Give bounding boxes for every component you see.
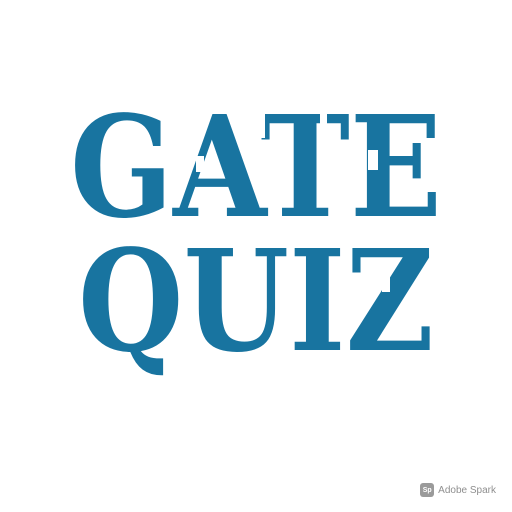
- watermark-label: Adobe Spark: [438, 484, 496, 496]
- title-line-2: QUIZ: [78, 220, 434, 384]
- adobe-spark-logo-icon: Sp: [420, 483, 435, 497]
- title-line-1: GATE: [70, 86, 442, 250]
- adobe-spark-watermark: Sp Adobe Spark: [420, 482, 496, 498]
